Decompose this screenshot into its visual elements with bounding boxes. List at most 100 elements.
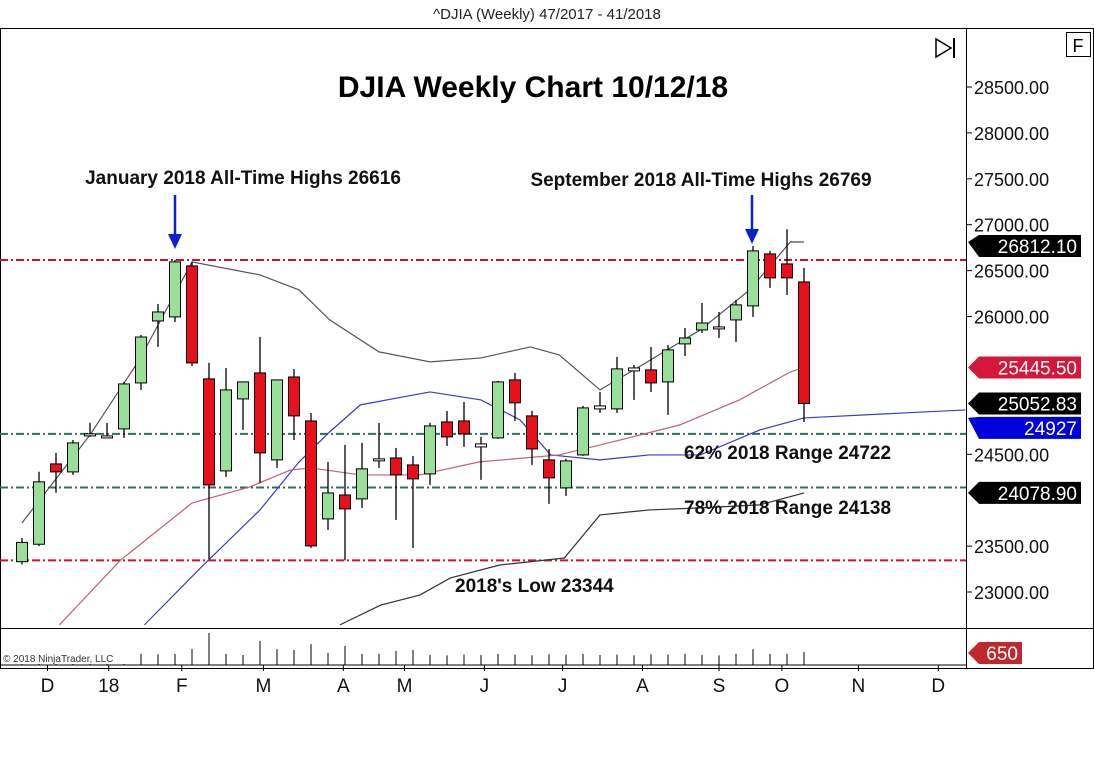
price-label: 24078.90 — [968, 481, 1081, 505]
candle-body — [152, 311, 164, 322]
candle-body — [271, 379, 283, 461]
candle — [152, 303, 164, 347]
x-tick-label: M — [255, 676, 271, 697]
price-label: 24927 — [968, 416, 1081, 440]
price-label: 25445.50 — [968, 356, 1081, 379]
candle-body — [135, 336, 147, 384]
candle — [186, 261, 198, 366]
annotation-january-high: January 2018 All-Time Highs 26616 — [85, 168, 401, 189]
candle — [271, 379, 283, 468]
candle — [237, 381, 249, 430]
candle — [458, 401, 470, 447]
candle-body — [645, 369, 657, 384]
arrow-september-high-icon — [745, 195, 759, 244]
candle — [594, 391, 606, 413]
x-tick-label: 18 — [98, 676, 119, 697]
candle — [798, 267, 810, 422]
candle — [339, 444, 351, 561]
candle-body — [611, 368, 623, 410]
y-tick-label: 28500.00 — [974, 78, 1049, 98]
x-tick-label: S — [713, 676, 726, 697]
price-label-bg — [968, 356, 1081, 379]
arrow-january-high-icon — [168, 195, 182, 249]
candle-body — [339, 494, 351, 510]
candle-body — [84, 433, 96, 437]
x-tick-label: A — [636, 676, 649, 697]
annotation-78-range: 78% 2018 Range 24138 — [684, 498, 891, 519]
candle-body — [203, 378, 215, 486]
candle-body — [305, 420, 317, 547]
candle — [628, 364, 640, 400]
x-tick-label: N — [852, 676, 866, 697]
price-label-text: 25052.83 — [998, 395, 1077, 416]
skip-to-end-icon[interactable] — [935, 37, 955, 59]
price-label-bg — [968, 392, 1081, 415]
candle-body — [560, 460, 572, 489]
candle — [645, 346, 657, 392]
price-labels: 26812.10 25445.50 24927 25052.83 24078.90 650 — [968, 234, 1081, 665]
candle-body — [101, 435, 113, 439]
candle — [543, 448, 555, 504]
candle — [577, 405, 589, 456]
y-tick-label: 27000.00 — [974, 216, 1049, 236]
candle-body — [764, 253, 776, 279]
candle — [441, 410, 453, 446]
time-axis: D 18 F M A M J J A S O N D — [41, 665, 945, 697]
candle — [118, 381, 130, 438]
x-tick-label: J — [558, 676, 568, 697]
annotation-september-high: September 2018 All-Time Highs 26769 — [530, 170, 871, 191]
candle-body — [288, 376, 300, 417]
candle-body — [441, 421, 453, 438]
candle-body — [543, 459, 555, 479]
y-tick-label: 27500.00 — [974, 170, 1049, 190]
price-label: 26812.10 — [968, 234, 1081, 258]
candle — [781, 229, 793, 295]
candle — [679, 327, 691, 356]
candle-body — [186, 265, 198, 364]
candle — [713, 311, 725, 338]
price-label-text: 24927 — [1024, 419, 1077, 440]
candle — [254, 336, 266, 483]
x-tick-label: O — [775, 676, 790, 697]
candle — [356, 442, 368, 508]
candle — [322, 461, 334, 530]
candle-body — [407, 464, 419, 480]
candle-body — [781, 263, 793, 279]
candle-body — [16, 541, 28, 563]
price-label-text: 25445.50 — [998, 358, 1077, 379]
candle-body — [118, 383, 130, 430]
price-label-bg — [968, 416, 1081, 439]
candle-body — [220, 389, 232, 472]
candle-body — [747, 250, 759, 307]
candle-body — [713, 326, 725, 330]
indicator-series — [21, 241, 966, 626]
price-label-bg — [968, 481, 1081, 504]
f-button[interactable]: F — [1066, 32, 1091, 57]
candle — [33, 471, 45, 547]
price-label-text: 24078.90 — [998, 484, 1077, 505]
candle-body — [254, 372, 266, 454]
candle — [509, 372, 521, 421]
candle-body — [373, 458, 385, 462]
candle-body — [526, 415, 538, 450]
candle-body — [577, 407, 589, 456]
candle — [84, 422, 96, 437]
candle-body — [475, 443, 487, 448]
candle-body — [356, 468, 368, 500]
price-axis: 28500.00 28000.00 27500.00 27000.00 26500.00… — [966, 78, 1049, 603]
candle-body — [67, 442, 79, 473]
f-button-label: F — [1073, 36, 1084, 56]
candle-body — [33, 481, 45, 545]
x-tick-label: D — [41, 676, 55, 697]
volume-label: 650 — [968, 642, 1022, 665]
x-tick-label: D — [931, 676, 945, 697]
y-tick-label: 23500.00 — [974, 537, 1049, 557]
series-moving-average — [58, 366, 805, 626]
candle — [560, 458, 572, 496]
x-tick-label: A — [337, 676, 350, 697]
candle — [288, 368, 300, 440]
price-label-text: 26812.10 — [998, 237, 1077, 258]
x-tick-label: F — [176, 676, 188, 697]
level-lines — [0, 258, 966, 562]
